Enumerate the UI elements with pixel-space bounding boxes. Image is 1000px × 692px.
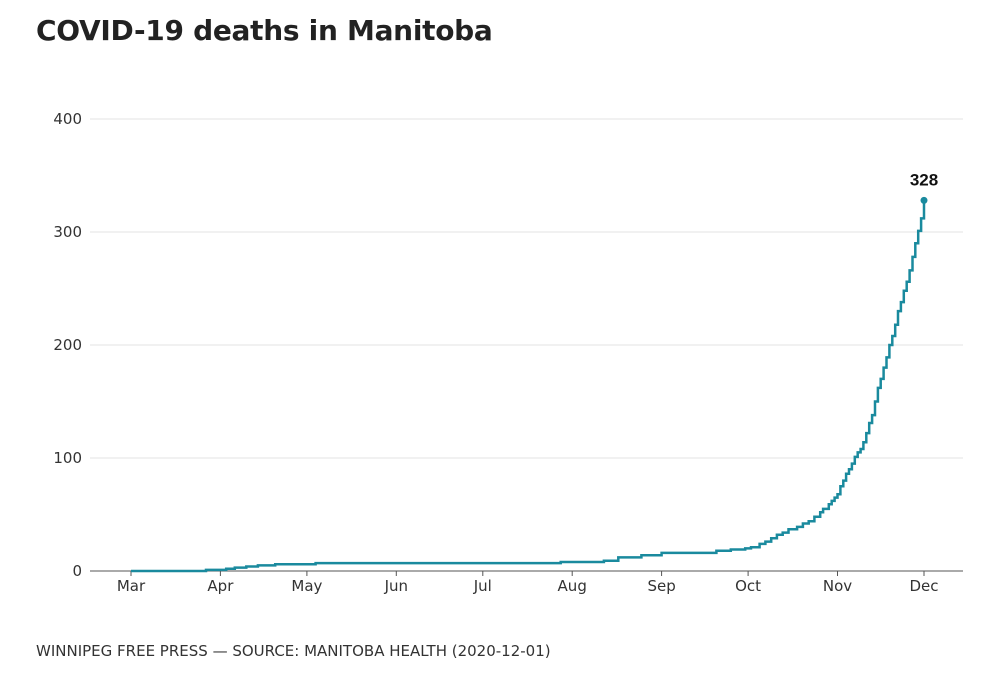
- y-tick-label: 400: [53, 110, 82, 128]
- x-tick-label: Dec: [909, 577, 938, 595]
- y-tick-label: 100: [53, 449, 82, 467]
- x-tick-label: Jul: [473, 577, 492, 595]
- y-tick-label: 300: [53, 223, 82, 241]
- y-tick-label: 0: [72, 562, 82, 580]
- x-tick-label: Apr: [207, 577, 234, 595]
- source-footer: WINNIPEG FREE PRESS — SOURCE: MANITOBA H…: [36, 642, 551, 660]
- x-tick-label: Mar: [117, 577, 146, 595]
- x-tick-label: May: [291, 577, 322, 595]
- y-tick-label: 200: [53, 336, 82, 354]
- x-tick-label: Nov: [823, 577, 852, 595]
- x-axis: Mar Apr May Jun Jul Aug Sep Oct Nov Dec: [90, 570, 963, 595]
- y-axis: 0 100 200 300 400: [53, 110, 82, 580]
- x-tick-label: Sep: [647, 577, 675, 595]
- chart-title: COVID-19 deaths in Manitoba: [36, 14, 493, 47]
- latest-value-label: 328: [910, 170, 938, 189]
- x-tick-label: Jun: [384, 577, 408, 595]
- x-tick-label: Aug: [558, 577, 587, 595]
- gridlines: [90, 118, 963, 459]
- latest-data-point: [920, 196, 928, 204]
- x-tick-label: Oct: [735, 577, 761, 595]
- deaths-step-line: [131, 200, 926, 573]
